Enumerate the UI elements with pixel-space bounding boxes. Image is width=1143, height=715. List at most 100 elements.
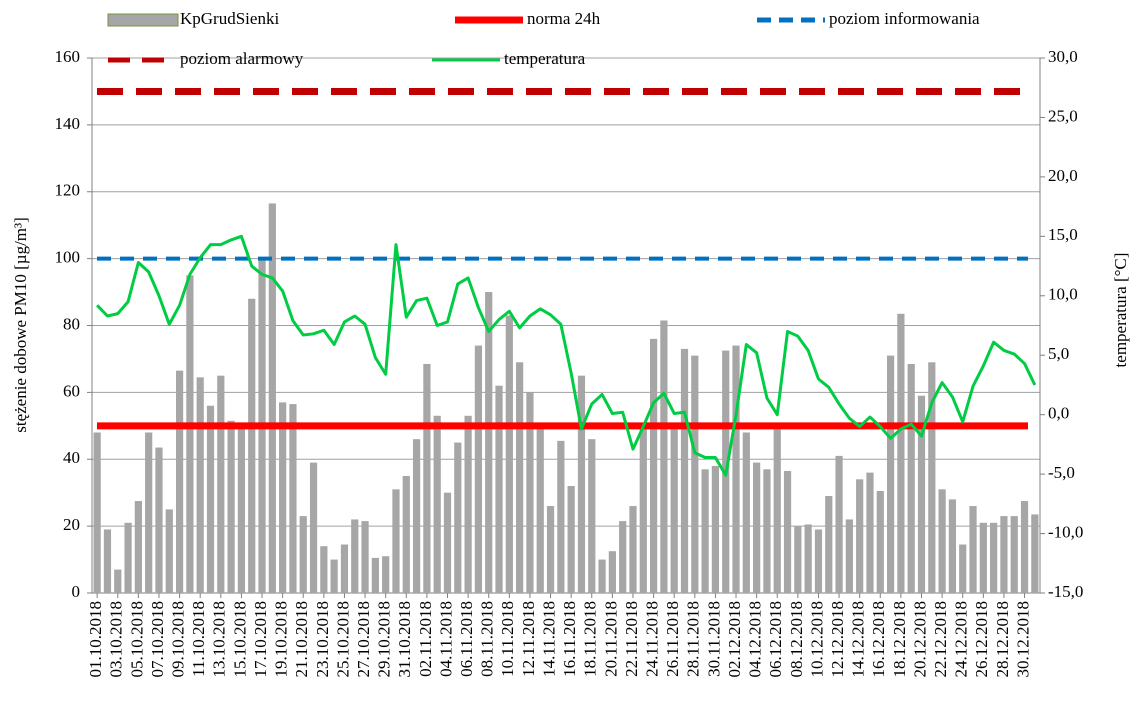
- x-tick-label: 12.11.2018: [519, 601, 538, 677]
- x-tick-label: 29.10.2018: [375, 601, 394, 678]
- y-tick-label: 0: [72, 582, 81, 601]
- bar: [206, 405, 215, 593]
- bar: [495, 385, 503, 593]
- bar: [959, 544, 967, 593]
- bar: [639, 425, 647, 593]
- bar: [732, 345, 740, 593]
- x-tick-label: 26.12.2018: [972, 601, 991, 678]
- x-tick-label: 10.12.2018: [807, 601, 826, 678]
- y2-tick-label: -5,0: [1048, 463, 1075, 482]
- x-tick-label: 16.12.2018: [869, 601, 888, 678]
- bar: [619, 521, 627, 593]
- bar: [990, 522, 998, 593]
- bar: [134, 501, 142, 593]
- x-tick-label: 08.11.2018: [478, 601, 497, 677]
- bar: [279, 402, 287, 593]
- y-axis-label: stężenie dobowe PM10 [µg/m³]: [11, 217, 30, 433]
- y2-tick-label: 0,0: [1048, 404, 1069, 423]
- x-tick-label: 20.11.2018: [601, 601, 620, 677]
- bar: [186, 275, 194, 593]
- legend-label: poziom alarmowy: [180, 49, 304, 68]
- bar: [711, 465, 720, 593]
- bar: [402, 475, 410, 593]
- bar: [443, 492, 452, 593]
- bar: [753, 462, 761, 593]
- x-tick-label: 12.12.2018: [828, 601, 847, 678]
- bar: [165, 509, 173, 593]
- x-tick-label: 01.10.2018: [86, 601, 105, 678]
- bar: [505, 315, 513, 593]
- bar: [340, 544, 349, 593]
- x-tick-label: 24.11.2018: [642, 601, 661, 677]
- bar: [196, 377, 204, 593]
- bar: [309, 462, 318, 593]
- x-tick-label: 23.10.2018: [313, 601, 332, 678]
- bar: [526, 392, 534, 593]
- x-tick-label: 09.10.2018: [168, 601, 187, 678]
- temperature-line: [96, 234, 1037, 477]
- bar: [598, 559, 606, 593]
- y-tick-label: 140: [55, 114, 81, 133]
- y2-tick-label: 30,0: [1048, 47, 1078, 66]
- bar: [845, 519, 853, 593]
- bar: [866, 472, 874, 593]
- bar: [320, 546, 328, 593]
- bar: [680, 348, 689, 593]
- x-tick-label: 02.11.2018: [416, 601, 435, 677]
- bar: [433, 415, 441, 593]
- bar: [248, 298, 256, 593]
- bar: [103, 529, 112, 593]
- x-tick-label: 03.10.2018: [107, 601, 126, 678]
- x-tick-label: 30.12.2018: [1013, 601, 1032, 678]
- bar: [649, 338, 658, 593]
- bar: [660, 320, 668, 593]
- bar: [289, 404, 297, 593]
- bar: [454, 442, 462, 593]
- y-tick-label: 40: [63, 448, 80, 467]
- x-tick-label: 20.12.2018: [910, 601, 929, 678]
- x-tick-label: 19.10.2018: [272, 601, 291, 678]
- bar: [742, 432, 750, 593]
- bar: [629, 506, 637, 593]
- legend-label: KpGrudSienki: [180, 9, 279, 28]
- bar: [351, 519, 359, 593]
- bar: [299, 516, 307, 593]
- x-tick-label: 18.11.2018: [581, 601, 600, 677]
- bar: [969, 506, 977, 593]
- bar: [382, 556, 390, 593]
- y-tick-label: 20: [63, 515, 80, 534]
- bar: [217, 375, 225, 593]
- x-tick-label: 21.10.2018: [292, 601, 311, 678]
- bar: [948, 499, 957, 593]
- bar: [268, 203, 276, 593]
- x-tick-label: 13.10.2018: [210, 601, 229, 678]
- bar: [897, 313, 905, 593]
- bar: [917, 395, 926, 593]
- bar: [773, 429, 781, 593]
- bar: [546, 506, 555, 593]
- legend-swatch: [107, 13, 179, 27]
- bar: [608, 551, 616, 593]
- bar: [557, 440, 565, 593]
- x-tick-label: 06.12.2018: [766, 601, 785, 678]
- y2-tick-label: 15,0: [1048, 225, 1078, 244]
- bar: [1031, 514, 1039, 593]
- x-tick-label: 14.12.2018: [849, 601, 868, 678]
- bar: [464, 415, 472, 593]
- x-tick-label: 15.10.2018: [230, 601, 249, 678]
- bar: [474, 345, 483, 593]
- bar: [928, 362, 936, 593]
- bar: [588, 439, 596, 593]
- bar: [145, 432, 153, 593]
- bar: [412, 439, 421, 593]
- x-tick-label: 30.11.2018: [704, 601, 723, 677]
- bar: [330, 559, 338, 593]
- bar: [1000, 516, 1008, 593]
- bar: [516, 362, 524, 593]
- bar: [701, 469, 709, 593]
- x-tick-label: 14.11.2018: [539, 601, 558, 677]
- x-tick-label: 06.11.2018: [457, 601, 476, 677]
- y2-tick-label: 20,0: [1048, 166, 1078, 185]
- bar: [856, 479, 864, 593]
- x-tick-label: 28.11.2018: [684, 601, 703, 677]
